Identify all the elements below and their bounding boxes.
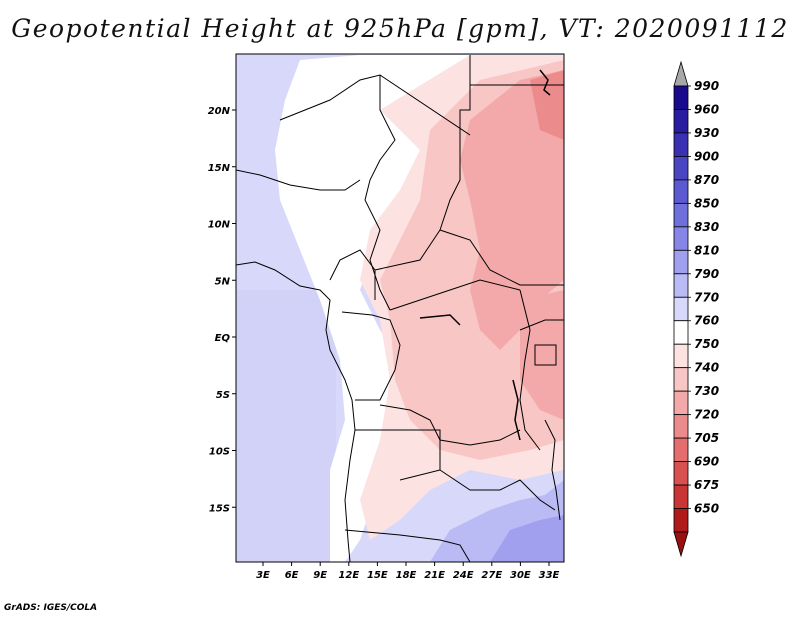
sahel-border bbox=[236, 169, 361, 191]
colorbar-label: 960 bbox=[694, 102, 719, 116]
colorbar-segment bbox=[673, 343, 689, 369]
car-south-border bbox=[389, 279, 521, 311]
colorbar-label: 770 bbox=[694, 290, 719, 304]
map-panel bbox=[236, 54, 564, 562]
saharan-border bbox=[279, 74, 471, 136]
colorbar-top-arrow bbox=[673, 60, 689, 87]
colorbar-segment bbox=[673, 273, 689, 298]
lat-tick-label: 10S bbox=[209, 447, 230, 458]
lat-tick-label: 10N bbox=[208, 220, 231, 231]
colorbar-label: 720 bbox=[694, 408, 719, 422]
lon-tick-label: 6E bbox=[285, 570, 299, 581]
colorbar-segment bbox=[673, 320, 689, 345]
colorbar-segment bbox=[673, 202, 689, 228]
lon-tick-label: 12E bbox=[338, 570, 359, 581]
lat-tick-label: EQ bbox=[215, 333, 231, 344]
colorbar-label: 990 bbox=[694, 79, 719, 93]
nigeria-cameroon-border bbox=[329, 249, 376, 300]
field-720 bbox=[530, 70, 564, 140]
colorbar-label: 850 bbox=[694, 196, 719, 210]
congo-border bbox=[341, 311, 401, 401]
longitude-axis: 3E 6E 9E 12E 15E 18E 21E 24E 27E 30E 33E bbox=[256, 562, 560, 581]
chad-sudan-border bbox=[439, 55, 564, 286]
colorbar-segment bbox=[673, 85, 689, 110]
field-730-east bbox=[520, 290, 564, 420]
congo-river bbox=[419, 314, 461, 326]
colorbar-segment bbox=[673, 296, 689, 322]
colorbar-label: 930 bbox=[694, 126, 719, 140]
colorbar-label: 675 bbox=[694, 478, 719, 492]
lon-tick-label: 33E bbox=[539, 570, 560, 581]
lat-tick-label: 15S bbox=[209, 503, 230, 514]
red-sea-coast bbox=[539, 69, 551, 96]
colorbar-segment bbox=[673, 484, 689, 509]
colorbar-bottom-arrow bbox=[673, 531, 689, 558]
lon-tick-label: 27E bbox=[481, 570, 502, 581]
colorbar-label: 750 bbox=[694, 337, 719, 351]
colorbar-segment bbox=[673, 390, 689, 416]
lon-tick-label: 3E bbox=[256, 570, 270, 581]
latitude-axis: 20N 15N 10N 5N EQ 5S 10S 15S bbox=[208, 106, 236, 514]
lake-tanganyika bbox=[512, 379, 521, 441]
colorbar-label: 740 bbox=[694, 361, 719, 375]
coastline bbox=[236, 261, 356, 562]
colorbar-label: 900 bbox=[694, 149, 719, 163]
lon-tick-label: 30E bbox=[510, 570, 531, 581]
colorbar-label: 730 bbox=[694, 384, 719, 398]
lon-tick-label: 15E bbox=[367, 570, 388, 581]
colorbar-label: 830 bbox=[694, 220, 719, 234]
uganda-border bbox=[519, 319, 564, 331]
lake-victoria bbox=[534, 344, 557, 366]
car-north-border bbox=[374, 229, 441, 271]
lon-tick-label: 21E bbox=[424, 570, 445, 581]
colorbar-label: 690 bbox=[694, 455, 719, 469]
colorbar-segment bbox=[673, 437, 689, 462]
namibia-border bbox=[344, 529, 471, 562]
drc-east-border bbox=[519, 289, 541, 451]
colorbar-segment bbox=[673, 414, 689, 439]
lon-tick-label: 9E bbox=[313, 570, 327, 581]
lat-tick-label: 5S bbox=[216, 390, 230, 401]
colorbar: 990 960 930 900 870 850 830 810 790 770 760 750 740 7… bbox=[673, 60, 719, 558]
field-810 bbox=[490, 515, 564, 562]
lon-tick-label: 24E bbox=[453, 570, 474, 581]
lon-tick-label: 18E bbox=[396, 570, 417, 581]
grads-credit: GrADS: IGES/COLA bbox=[4, 603, 98, 613]
colorbar-segment bbox=[673, 109, 689, 134]
lat-tick-label: 15N bbox=[208, 163, 231, 174]
colorbar-segment bbox=[673, 132, 689, 157]
lat-tick-label: 5N bbox=[215, 276, 231, 287]
colorbar-segment bbox=[673, 156, 689, 181]
colorbar-label: 870 bbox=[694, 173, 719, 187]
angola-border bbox=[355, 429, 441, 481]
colorbar-label: 790 bbox=[694, 267, 719, 281]
colorbar-segment bbox=[673, 179, 689, 204]
country-borders bbox=[236, 55, 564, 562]
map-title: Geopotential Height at 925hPa [gpm], VT:… bbox=[11, 14, 789, 43]
colorbar-label: 705 bbox=[694, 431, 719, 445]
lat-tick-label: 20N bbox=[208, 106, 231, 117]
map-frame bbox=[235, 53, 565, 563]
colorbar-segment bbox=[673, 461, 689, 486]
colorbar-label: 810 bbox=[694, 243, 719, 257]
colorbar-segment bbox=[673, 226, 689, 251]
colorbar-label: 650 bbox=[694, 502, 719, 516]
lake-malawi bbox=[544, 419, 561, 521]
colorbar-label: 760 bbox=[694, 314, 719, 328]
colorbar-segment bbox=[673, 508, 689, 533]
colorbar-segment bbox=[673, 249, 689, 275]
field-730 bbox=[460, 70, 564, 350]
zambia-border bbox=[439, 469, 556, 511]
ocean-field bbox=[236, 290, 336, 562]
colorbar-segment bbox=[673, 367, 689, 392]
